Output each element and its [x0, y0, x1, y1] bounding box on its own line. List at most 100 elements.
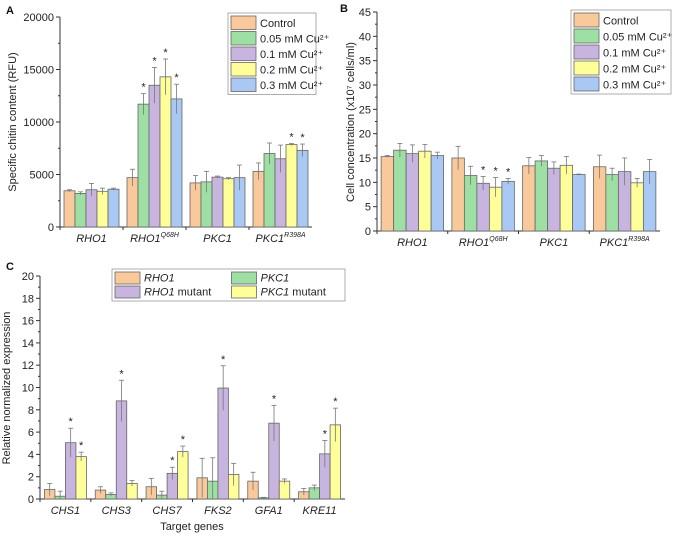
- legend-label: PKC1 mutant: [261, 287, 326, 299]
- x-axis-label: Target genes: [160, 521, 224, 533]
- panel-B: B 0 5 10 15 20 25 30 35 40 45 Cell concentration (x…: [340, 3, 673, 249]
- category-base: PKC1: [540, 237, 569, 249]
- category-base: FKS2: [204, 505, 232, 517]
- bar: [285, 144, 298, 228]
- legend-gene: PKC1: [261, 287, 290, 299]
- legend-label: RHO1 mutant: [144, 287, 211, 299]
- bar: [605, 174, 619, 232]
- bar: [148, 84, 161, 228]
- y-tick-label: 18: [22, 293, 34, 305]
- legend-label: 0.3 mM Cu²⁺: [260, 80, 323, 92]
- significance-star: *: [289, 132, 294, 144]
- category-base: GFA1: [255, 505, 283, 517]
- legend-swatch: [230, 62, 257, 77]
- bar: [405, 153, 420, 232]
- y-tick-label: 20: [22, 271, 34, 283]
- significance-star: *: [493, 165, 498, 177]
- legend-label: Control: [260, 18, 295, 30]
- category-base: RHO1: [459, 237, 490, 249]
- bar: [177, 451, 189, 500]
- bar: [418, 150, 432, 232]
- category-superscript: Q68H: [161, 232, 180, 239]
- legend-suffix: mutant: [175, 287, 212, 299]
- bar: [572, 174, 586, 232]
- category-base: RHO1: [130, 233, 161, 245]
- bar: [96, 190, 109, 228]
- category-base: KRE11: [303, 505, 337, 517]
- y-tick-label: 25: [359, 104, 371, 116]
- legend-label: RHO1: [144, 273, 175, 285]
- y-tick-label: 45: [359, 7, 371, 19]
- significance-star: *: [221, 354, 226, 366]
- category-label: FKS2: [204, 505, 232, 517]
- legend-swatch: [114, 285, 141, 299]
- category-label: RHO1Q68H: [130, 232, 180, 245]
- y-tick-label: 35: [359, 56, 371, 68]
- panel-letter: B: [340, 3, 348, 15]
- category-label: GFA1: [255, 505, 283, 517]
- bar: [159, 76, 172, 228]
- y-tick-label: 10000: [23, 117, 54, 129]
- bar: [137, 103, 150, 228]
- panel-A: A 0 5000 10000 15000 20000 Specific chitin con…: [6, 5, 330, 245]
- category-base: RHO1: [397, 237, 428, 249]
- y-tick-label: 5000: [30, 170, 54, 182]
- y-tick-label: 40: [359, 31, 371, 43]
- bar: [380, 156, 395, 232]
- legend-swatch: [230, 77, 257, 92]
- legend-swatch: [573, 76, 600, 92]
- significance-star: *: [119, 368, 124, 380]
- legend-label: 0.2 mM Cu²⁺: [260, 65, 323, 77]
- significance-star: *: [506, 166, 511, 178]
- legend-swatch: [573, 60, 600, 76]
- panel-C: C 0 2 4 6 8 10 12 14 16 18 20 Relative normalized ex…: [1, 261, 346, 533]
- significance-star: *: [141, 82, 146, 94]
- category-label: KRE11: [303, 505, 337, 517]
- legend-swatch: [230, 46, 257, 61]
- bar: [476, 182, 490, 232]
- legend-gene: RHO1: [144, 273, 175, 285]
- y-tick-label: 10: [22, 383, 34, 395]
- y-tick-label: 15000: [23, 65, 54, 77]
- bar: [107, 188, 120, 228]
- legend-gene: PKC1: [261, 273, 290, 285]
- category-superscript: R398A: [284, 232, 306, 239]
- bar: [278, 480, 291, 500]
- y-tick-label: 0: [28, 494, 34, 506]
- bar: [630, 182, 644, 232]
- significance-star: *: [181, 434, 186, 446]
- category-label: PKC1: [540, 237, 569, 249]
- category-label: PKC1R398A: [600, 236, 650, 249]
- bar: [63, 190, 76, 228]
- category-label: PKC1: [203, 233, 232, 245]
- y-tick-label: 0: [48, 222, 54, 234]
- significance-star: *: [163, 47, 168, 59]
- legend-label: PKC1: [261, 273, 290, 285]
- legend-swatch: [231, 285, 257, 299]
- legend-label: 0.3 mM Cu²⁺: [603, 80, 666, 92]
- category-base: CHS1: [51, 505, 80, 517]
- category-base: PKC1: [255, 233, 284, 245]
- y-tick-label: 6: [28, 427, 34, 439]
- legend-gene: RHO1: [144, 287, 175, 299]
- y-tick-label: 5: [365, 202, 371, 214]
- legend-swatch: [230, 31, 257, 46]
- significance-star: *: [300, 132, 305, 144]
- y-tick-label: 0: [365, 226, 371, 238]
- legend-swatch: [230, 15, 257, 30]
- y-tick-label: 20: [359, 129, 371, 141]
- legend-swatch: [114, 271, 141, 285]
- category-label: PKC1R398A: [255, 232, 305, 245]
- bar: [211, 176, 224, 228]
- bar: [534, 160, 549, 232]
- category-label: CHS7: [152, 505, 182, 517]
- panel-letter: A: [6, 5, 14, 17]
- legend-swatch: [573, 12, 600, 28]
- bar: [222, 178, 235, 228]
- legend-swatch: [573, 28, 600, 44]
- significance-star: *: [79, 440, 84, 452]
- legend-box: [111, 268, 346, 302]
- y-tick-label: 20000: [23, 12, 54, 24]
- y-tick-label: 30: [359, 80, 371, 92]
- bar: [296, 149, 309, 228]
